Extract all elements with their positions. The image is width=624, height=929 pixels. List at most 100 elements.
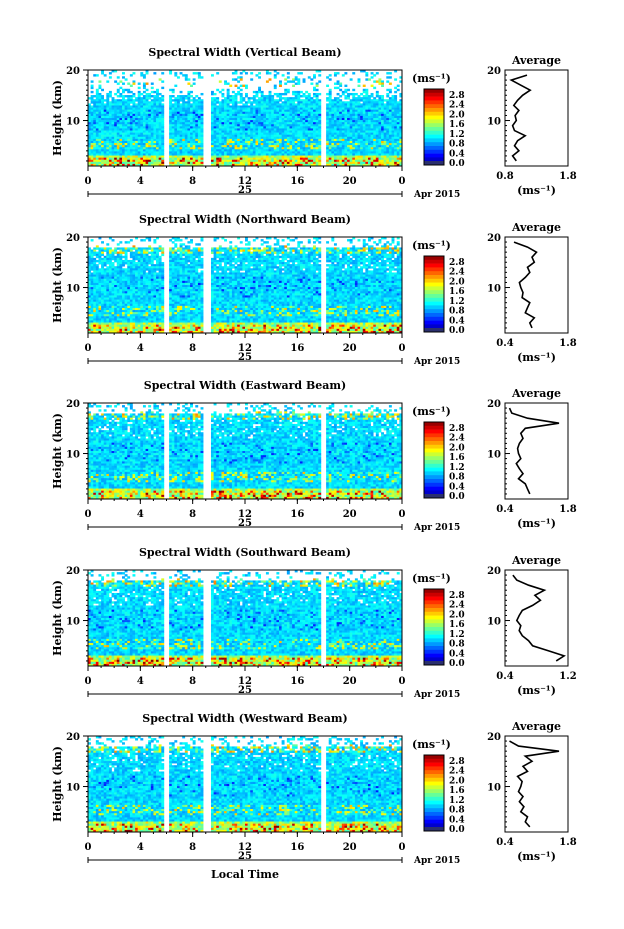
heatmap-cell	[101, 156, 104, 158]
heatmap-cell	[174, 126, 177, 128]
heatmap-cell	[368, 135, 371, 137]
heatmap-cell	[240, 99, 243, 101]
heatmap-cell	[289, 135, 292, 137]
heatmap-cell	[219, 135, 222, 137]
heatmap-cell	[195, 131, 198, 133]
heatmap-cell	[109, 260, 112, 262]
heatmap-cell	[261, 103, 264, 105]
heatmap-cell	[185, 95, 188, 97]
heatmap-cell	[386, 89, 389, 91]
heatmap-cell	[310, 83, 313, 85]
heatmap-cell	[255, 116, 258, 118]
heatmap-cell	[224, 126, 227, 128]
heatmap-cell	[96, 145, 99, 147]
heatmap-cell	[119, 135, 122, 137]
heatmap-cell	[130, 137, 133, 139]
heatmap-cell	[151, 143, 154, 145]
heatmap-cell	[329, 153, 332, 155]
heatmap-cell	[153, 91, 156, 93]
heatmap-cell	[347, 145, 350, 147]
heatmap-cell	[101, 139, 104, 141]
heatmap-cell	[130, 147, 133, 149]
heatmap-cell	[271, 147, 274, 149]
heatmap-cell	[352, 99, 355, 101]
heatmap-cell	[282, 252, 285, 254]
heatmap-cell	[258, 151, 261, 153]
heatmap-cell	[177, 110, 180, 112]
heatmap-cell	[227, 162, 230, 164]
heatmap-cell	[303, 124, 306, 126]
heatmap-cell	[224, 122, 227, 124]
heatmap-cell	[214, 160, 217, 162]
heatmap-cell	[347, 135, 350, 137]
heatmap-cell	[287, 151, 290, 153]
heatmap-cell	[384, 162, 387, 164]
heatmap-cell	[138, 151, 141, 153]
heatmap-cell	[384, 133, 387, 135]
heatmap-cell	[161, 124, 164, 126]
heatmap-cell	[394, 145, 397, 147]
heatmap-cell	[161, 158, 164, 160]
heatmap-cell	[282, 245, 285, 247]
heatmap-cell	[93, 74, 96, 76]
heatmap-cell	[331, 254, 334, 256]
heatmap-cell	[344, 256, 347, 258]
heatmap-cell	[198, 122, 201, 124]
heatmap-cell	[151, 258, 154, 260]
heatmap-cell	[190, 153, 193, 155]
heatmap-cell	[300, 105, 303, 107]
heatmap-cell	[318, 99, 321, 101]
heatmap-cell	[180, 72, 183, 74]
heatmap-cell	[310, 97, 313, 99]
heatmap-cell	[308, 254, 311, 256]
heatmap-cell	[371, 76, 374, 78]
heatmap-cell	[96, 93, 99, 95]
heatmap-cell	[368, 131, 371, 133]
heatmap-cell	[109, 128, 112, 130]
heatmap-cell	[201, 128, 204, 130]
heatmap-cell	[386, 95, 389, 97]
heatmap-cell	[224, 149, 227, 151]
heatmap-cell	[177, 122, 180, 124]
heatmap-cell	[295, 126, 298, 128]
heatmap-cell	[344, 128, 347, 130]
heatmap-cell	[334, 114, 337, 116]
heatmap-cell	[308, 131, 311, 133]
heatmap-cell	[174, 147, 177, 149]
heatmap-cell	[284, 108, 287, 110]
heatmap-cell	[235, 254, 238, 256]
heatmap-cell	[253, 120, 256, 122]
heatmap-cell	[326, 85, 329, 87]
heatmap-cell	[130, 156, 133, 158]
heatmap-cell	[237, 108, 240, 110]
heatmap-cell	[93, 135, 96, 137]
heatmap-cell	[358, 114, 361, 116]
heatmap-cell	[276, 126, 279, 128]
heatmap-cell	[376, 105, 379, 107]
heatmap-cell	[132, 258, 135, 260]
heatmap-cell	[287, 135, 290, 137]
heatmap-cell	[132, 256, 135, 258]
heatmap-cell	[177, 247, 180, 249]
heatmap-cell	[104, 149, 107, 151]
heatmap-cell	[148, 128, 151, 130]
heatmap-cell	[187, 158, 190, 160]
heatmap-cell	[337, 156, 340, 158]
heatmap-cell	[248, 114, 251, 116]
heatmap-cell	[140, 256, 143, 258]
heatmap-cell	[334, 118, 337, 120]
heatmap-cell	[159, 141, 162, 143]
heatmap-cell	[297, 105, 300, 107]
heatmap-cell	[96, 103, 99, 105]
heatmap-cell	[287, 80, 290, 82]
heatmap-cell	[292, 78, 295, 80]
heatmap-cell	[300, 141, 303, 143]
heatmap-cell	[297, 256, 300, 258]
heatmap-cell	[258, 87, 261, 89]
heatmap-cell	[339, 112, 342, 114]
heatmap-cell	[159, 133, 162, 135]
heatmap-cell	[161, 254, 164, 256]
heatmap-cell	[172, 114, 175, 116]
heatmap-cell	[135, 252, 138, 254]
heatmap-cell	[138, 141, 141, 143]
